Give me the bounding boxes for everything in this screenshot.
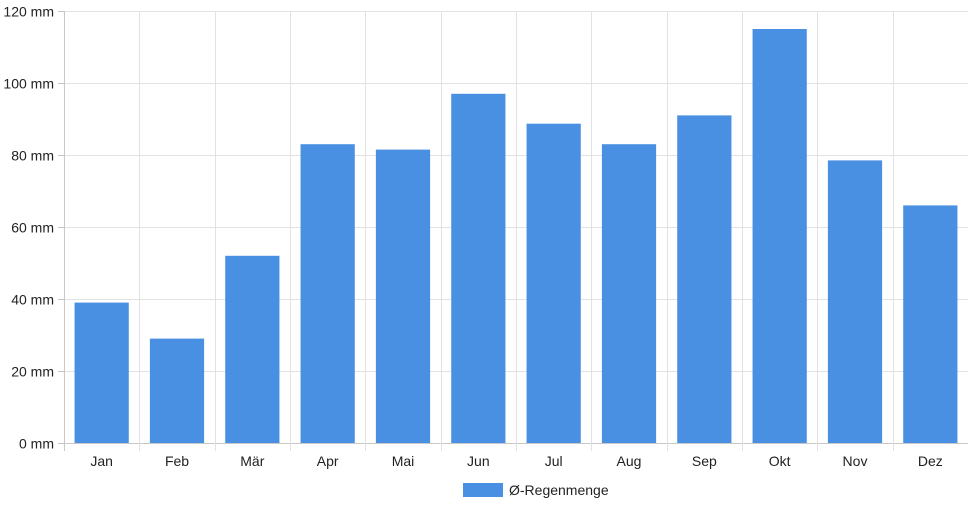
x-tick-label: Nov <box>843 453 868 469</box>
x-tick-label: Jul <box>545 453 563 469</box>
x-tick-label: Jan <box>90 453 113 469</box>
y-tick-label: 80 mm <box>11 148 54 164</box>
x-tick-label: Dez <box>918 453 943 469</box>
bar-aug[interactable] <box>601 144 657 443</box>
bar-mär[interactable] <box>225 255 280 443</box>
y-tick-label: 20 mm <box>11 364 54 380</box>
bar-jan[interactable] <box>74 302 129 443</box>
y-tick-label: 60 mm <box>11 220 54 236</box>
x-tick-label: Feb <box>165 453 189 469</box>
y-tick-label: 100 mm <box>3 76 54 92</box>
bar-okt[interactable] <box>752 29 807 443</box>
label-layer: 0 mm 20 mm 40 mm 60 mm 80 mm 100 mm 120 mm Jan F… <box>3 4 942 470</box>
bar-feb[interactable] <box>149 338 205 443</box>
bar-jul[interactable] <box>526 123 581 444</box>
bar-apr[interactable] <box>300 144 355 443</box>
x-tick-label: Jun <box>467 453 490 469</box>
y-tick-label: 0 mm <box>19 436 54 452</box>
y-tick-label: 120 mm <box>3 4 54 20</box>
y-tick-label: 40 mm <box>11 292 54 308</box>
x-tick-label: Mai <box>392 453 415 469</box>
legend[interactable]: Ø-Regenmenge <box>463 482 609 498</box>
x-tick-label: Sep <box>692 453 717 469</box>
x-tick-label: Okt <box>769 453 791 469</box>
bar-nov[interactable] <box>827 160 883 443</box>
bar-dez[interactable] <box>903 205 958 443</box>
x-tick-label: Mär <box>240 453 264 469</box>
x-tick-label: Aug <box>617 453 642 469</box>
grid-layer <box>58 11 968 451</box>
bar-jun[interactable] <box>451 93 506 444</box>
bar-sep[interactable] <box>677 115 732 444</box>
bar-layer <box>74 29 958 444</box>
legend-label[interactable]: Ø-Regenmenge <box>509 482 609 498</box>
x-tick-label: Apr <box>317 453 339 469</box>
bar-mai[interactable] <box>375 149 431 443</box>
legend-swatch[interactable] <box>463 483 503 497</box>
